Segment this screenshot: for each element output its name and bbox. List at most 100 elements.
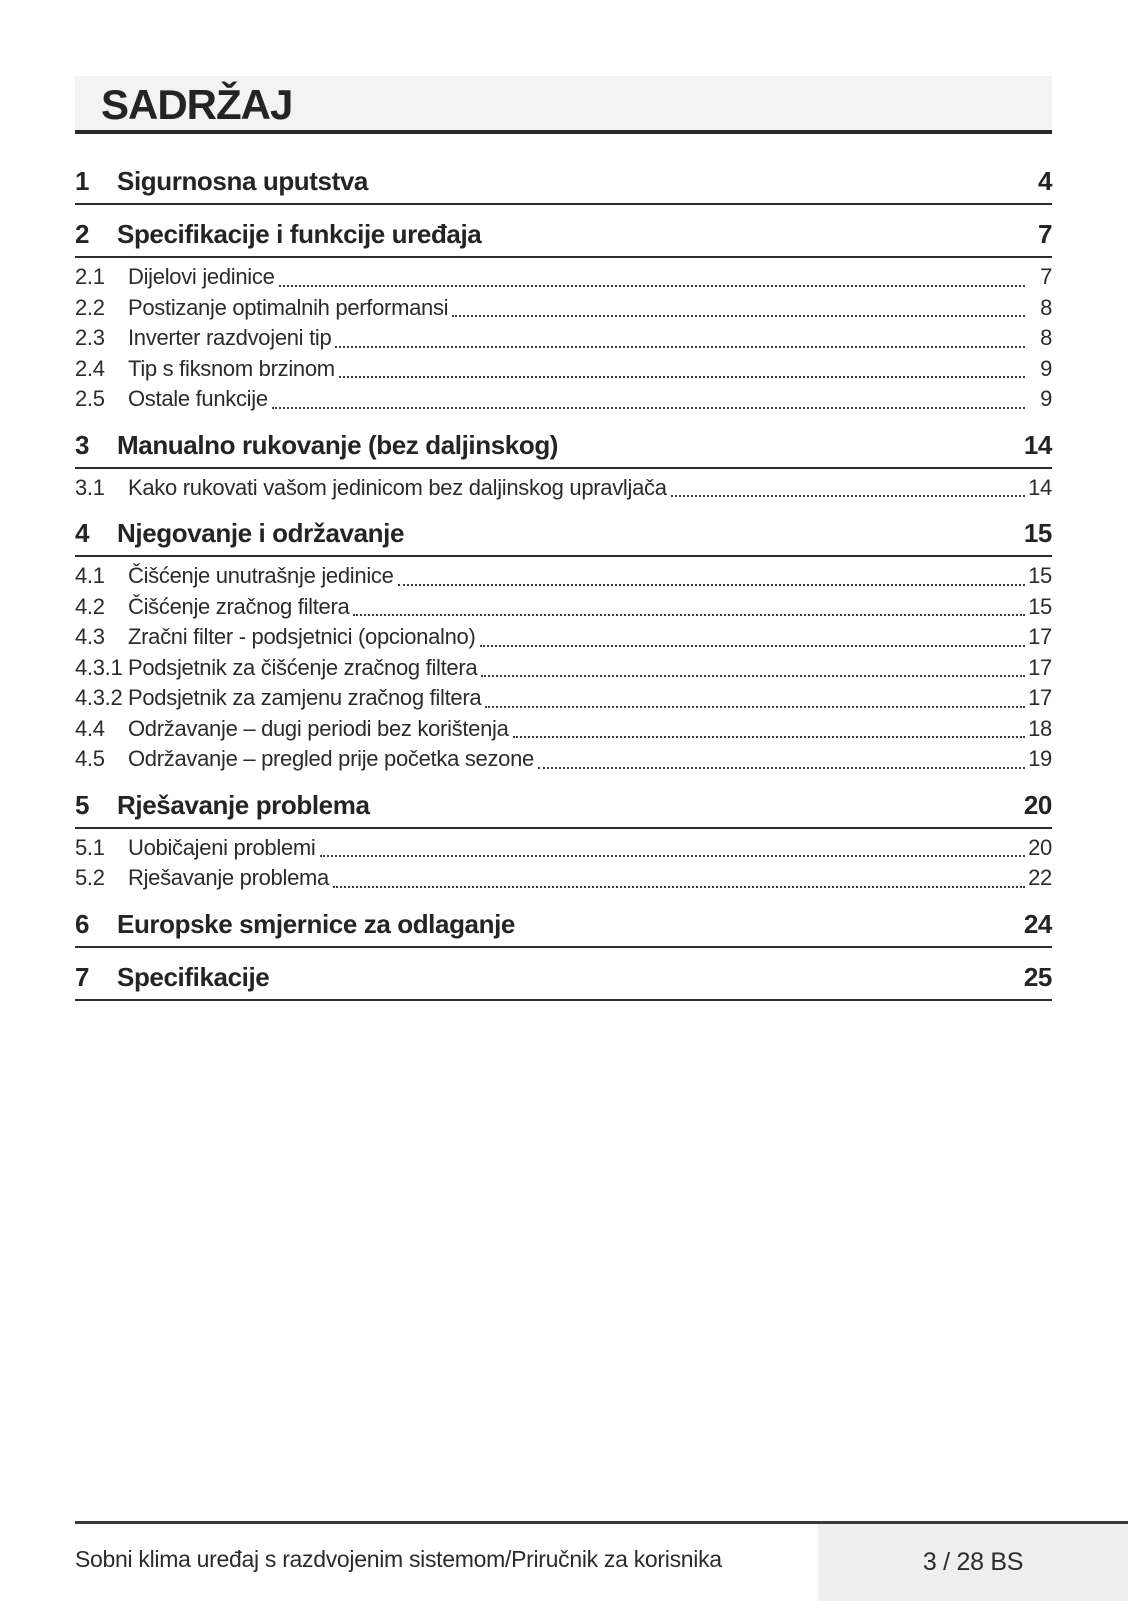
section-page-number: 14 bbox=[1023, 429, 1053, 460]
entry-title: Postizanje optimalnih performansi bbox=[128, 294, 449, 320]
section-number: 5 bbox=[75, 789, 90, 820]
dot-leader bbox=[332, 885, 1025, 888]
toc-section-5-heading[interactable]: 5 Rješavanje problema 20 bbox=[75, 788, 1052, 829]
entry-number: 2.3 bbox=[75, 325, 105, 350]
toc-section-3-heading[interactable]: 3 Manualno rukovanje (bez daljinskog) 14 bbox=[75, 428, 1052, 469]
toc-entry-4-3-1[interactable]: 4.3.1 Podsjetnik za čišćenje zračnog fil… bbox=[75, 653, 1052, 684]
section-title: Rješavanje problema bbox=[117, 789, 370, 820]
toc-section-6: 6 Europske smjernice za odlaganje 24 bbox=[75, 907, 1052, 948]
entry-number: 4.5 bbox=[75, 746, 105, 771]
section-title: Specifikacije i funkcije uređaja bbox=[117, 219, 482, 249]
dot-leader bbox=[481, 675, 1025, 677]
section-title: Manualno rukovanje (bez daljinskog) bbox=[117, 429, 559, 460]
section-title: Njegovanje i održavanje bbox=[117, 518, 405, 548]
entry-page-number: 8 bbox=[1040, 294, 1052, 320]
section-title: Sigurnosna uputstva bbox=[117, 166, 368, 196]
toc-section-2-heading[interactable]: 2 Specifikacije i funkcije uređaja 7 bbox=[75, 217, 1052, 258]
footer-page-indicator-box: 3 / 28 BS bbox=[818, 1524, 1128, 1601]
entry-title: Inverter razdvojeni tip bbox=[128, 325, 332, 350]
entry-title: Tip s fiksnom brzinom bbox=[128, 355, 335, 381]
toc-entry-2-4[interactable]: 2.4 Tip s fiksnom brzinom 9 bbox=[75, 354, 1052, 385]
section-page-number: 24 bbox=[1023, 908, 1053, 939]
entry-page-number: 9 bbox=[1040, 355, 1052, 381]
table-of-contents: 1 Sigurnosna uputstva 4 2 Specifikacije … bbox=[75, 134, 1052, 1001]
toc-entry-2-2[interactable]: 2.2 Postizanje optimalnih performansi 8 bbox=[75, 293, 1052, 324]
section-number: 7 bbox=[75, 961, 90, 992]
entry-number: 3.1 bbox=[75, 474, 105, 500]
entry-title: Ostale funkcije bbox=[128, 386, 268, 411]
toc-entry-2-3[interactable]: 2.3 Inverter razdvojeni tip 8 bbox=[75, 323, 1052, 354]
dot-leader bbox=[278, 284, 1025, 287]
section-number: 2 bbox=[75, 219, 90, 249]
toc-entry-5-2[interactable]: 5.2 Rješavanje problema 22 bbox=[75, 863, 1052, 894]
entry-page-number: 22 bbox=[1028, 865, 1052, 890]
footer-document-title: Sobni klima uređaj s razdvojenim sistemo… bbox=[75, 1546, 722, 1572]
toc-entry-2-5[interactable]: 2.5 Ostale funkcije 9 bbox=[75, 384, 1052, 415]
toc-entry-4-2[interactable]: 4.2 Čišćenje zračnog filtera 15 bbox=[75, 592, 1052, 623]
dot-leader bbox=[485, 705, 1025, 708]
entry-title: Uobičajeni problemi bbox=[128, 834, 316, 860]
toc-section-6-heading[interactable]: 6 Europske smjernice za odlaganje 24 bbox=[75, 907, 1052, 948]
entry-number: 5.2 bbox=[75, 865, 105, 890]
toc-entry-4-4[interactable]: 4.4 Održavanje – dugi periodi bez korišt… bbox=[75, 714, 1052, 745]
toc-section-4-heading[interactable]: 4 Njegovanje i održavanje 15 bbox=[75, 516, 1052, 557]
entry-page-number: 17 bbox=[1028, 624, 1052, 649]
section-title: Europske smjernice za odlaganje bbox=[117, 908, 515, 939]
entry-page-number: 14 bbox=[1028, 474, 1052, 500]
toc-section-7-heading[interactable]: 7 Specifikacije 25 bbox=[75, 960, 1052, 1001]
footer-page-indicator: 3 / 28 BS bbox=[922, 1548, 1024, 1576]
entry-number: 4.3 bbox=[75, 624, 105, 649]
toc-section-3-entries: 3.1 Kako rukovati vašom jedinicom bez da… bbox=[75, 469, 1052, 505]
entry-title: Kako rukovati vašom jedinicom bez daljin… bbox=[128, 474, 667, 500]
entry-number: 4.2 bbox=[75, 593, 105, 619]
toc-section-5-entries: 5.1 Uobičajeni problemi 20 5.2 Rješavanj… bbox=[75, 829, 1052, 895]
entry-title: Dijelovi jedinice bbox=[128, 264, 275, 289]
dot-leader bbox=[338, 376, 1025, 378]
dot-leader bbox=[479, 644, 1025, 647]
section-page-number: 25 bbox=[1023, 961, 1053, 992]
section-page-number: 4 bbox=[1037, 166, 1052, 196]
entry-number: 5.1 bbox=[75, 834, 105, 860]
entry-page-number: 19 bbox=[1028, 746, 1052, 771]
entry-page-number: 17 bbox=[1028, 654, 1052, 680]
entry-number: 2.5 bbox=[75, 386, 105, 411]
page-title: SADRŽAJ bbox=[101, 81, 293, 128]
dot-leader bbox=[397, 583, 1025, 586]
entry-page-number: 7 bbox=[1040, 264, 1052, 289]
section-page-number: 20 bbox=[1023, 789, 1053, 820]
entry-number: 4.3.2 bbox=[75, 685, 123, 710]
footer-divider bbox=[75, 1521, 1128, 1524]
toc-section-2: 2 Specifikacije i funkcije uređaja 7 2.1… bbox=[75, 217, 1052, 416]
toc-entry-4-1[interactable]: 4.1 Čišćenje unutrašnje jedinice 15 bbox=[75, 561, 1052, 592]
entry-title: Održavanje – pregled prije početka sezon… bbox=[128, 746, 534, 771]
toc-entry-2-1[interactable]: 2.1 Dijelovi jedinice 7 bbox=[75, 262, 1052, 293]
toc-entry-3-1[interactable]: 3.1 Kako rukovati vašom jedinicom bez da… bbox=[75, 473, 1052, 504]
section-title: Specifikacije bbox=[117, 961, 270, 992]
section-number: 1 bbox=[75, 166, 90, 196]
toc-section-5: 5 Rješavanje problema 20 5.1 Uobičajeni … bbox=[75, 788, 1052, 895]
toc-section-3: 3 Manualno rukovanje (bez daljinskog) 14… bbox=[75, 428, 1052, 505]
entry-number: 2.1 bbox=[75, 264, 105, 289]
section-page-number: 7 bbox=[1037, 219, 1052, 249]
dot-leader bbox=[335, 345, 1025, 348]
toc-entry-5-1[interactable]: 5.1 Uobičajeni problemi 20 bbox=[75, 833, 1052, 864]
entry-title: Čišćenje zračnog filtera bbox=[128, 593, 350, 619]
entry-number: 4.3.1 bbox=[75, 654, 123, 680]
entry-number: 2.2 bbox=[75, 294, 105, 320]
dot-leader bbox=[452, 315, 1025, 317]
dot-leader bbox=[271, 406, 1025, 409]
entry-number: 2.4 bbox=[75, 355, 105, 381]
toc-entry-4-3[interactable]: 4.3 Zračni filter - podsjetnici (opciona… bbox=[75, 622, 1052, 653]
entry-title: Čišćenje unutrašnje jedinice bbox=[128, 563, 394, 588]
title-band: SADRŽAJ bbox=[75, 76, 1052, 134]
toc-section-7: 7 Specifikacije 25 bbox=[75, 960, 1052, 1001]
entry-page-number: 9 bbox=[1040, 386, 1052, 411]
entry-title: Zračni filter - podsjetnici (opcionalno) bbox=[128, 624, 476, 649]
dot-leader bbox=[537, 766, 1025, 769]
dot-leader bbox=[319, 855, 1025, 857]
toc-entry-4-5[interactable]: 4.5 Održavanje – pregled prije početka s… bbox=[75, 744, 1052, 775]
toc-entry-4-3-2[interactable]: 4.3.2 Podsjetnik za zamjenu zračnog filt… bbox=[75, 683, 1052, 714]
entry-page-number: 8 bbox=[1040, 325, 1052, 350]
entry-title: Podsjetnik za čišćenje zračnog filtera bbox=[128, 654, 478, 680]
toc-section-1-heading[interactable]: 1 Sigurnosna uputstva 4 bbox=[75, 164, 1052, 205]
